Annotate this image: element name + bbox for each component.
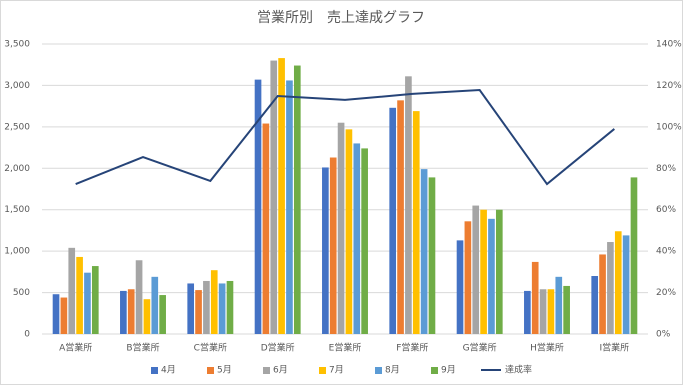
y2-tick-label: 60% [656, 205, 676, 215]
x-tick-label: F営業所 [396, 342, 428, 354]
y2-tick-label: 100% [656, 122, 682, 132]
x-tick-label: E営業所 [329, 342, 362, 354]
legend-swatch [151, 367, 158, 374]
bar [607, 242, 614, 334]
bar [531, 261, 539, 334]
bar [456, 240, 464, 334]
bar [480, 209, 487, 334]
legend-label: 8月 [385, 365, 400, 376]
y2-tick-label: 140% [656, 40, 682, 50]
bar [60, 297, 68, 334]
chart-title: 営業所別 売上達成グラフ [257, 10, 425, 26]
bar [420, 169, 428, 334]
bar [218, 283, 226, 334]
bar [187, 283, 195, 334]
bar [286, 80, 293, 334]
bar [151, 276, 159, 334]
bar [464, 221, 472, 334]
bar [524, 290, 531, 334]
y2-tick-label: 0% [656, 330, 671, 340]
legend-swatch [431, 367, 438, 374]
bar [622, 235, 630, 334]
x-tick-label: G営業所 [463, 342, 497, 354]
bar [135, 260, 143, 334]
line [75, 88, 615, 186]
bar [599, 254, 606, 334]
bar [614, 231, 622, 334]
bar [76, 256, 83, 334]
y-tick-label: 2,000 [4, 164, 30, 174]
legend-label: 9月 [441, 365, 456, 376]
y-tick-label: 1,500 [4, 205, 30, 215]
y2-tick-label: 80% [656, 164, 676, 174]
bar [329, 157, 337, 334]
y-tick-label: 1,000 [4, 247, 30, 257]
bar [322, 167, 329, 334]
y-tick-label: 0 [24, 330, 30, 340]
bar [226, 280, 234, 334]
bar [405, 76, 412, 335]
bar [91, 266, 99, 334]
x-tick-label: H営業所 [530, 342, 564, 354]
x-tick-label: I営業所 [600, 342, 630, 354]
bar [262, 123, 270, 335]
legend-swatch [207, 367, 214, 374]
bar [203, 280, 210, 334]
legend-label: 5月 [217, 365, 232, 376]
bar [428, 177, 436, 334]
legend-label: 4月 [161, 365, 176, 376]
bar [389, 107, 397, 334]
bar [488, 218, 495, 334]
y2-tick-label: 40% [656, 247, 676, 257]
bar [539, 289, 547, 334]
bar [120, 290, 127, 334]
bar [361, 148, 368, 334]
bar [68, 247, 76, 334]
legend-label: 達成率 [505, 364, 532, 376]
bar [52, 294, 60, 334]
bar [412, 111, 420, 334]
bar [630, 177, 638, 334]
bar [591, 276, 599, 334]
bar [555, 276, 563, 334]
legend-swatch [263, 367, 270, 374]
bar [84, 272, 91, 334]
y-tick-label: 3,500 [4, 40, 30, 50]
bar [472, 205, 480, 334]
bar [270, 60, 278, 334]
x-tick-label: D営業所 [261, 342, 295, 354]
legend-swatch [319, 367, 326, 374]
y-tick-label: 2,500 [4, 122, 30, 132]
y-tick-label: 3,000 [4, 81, 30, 91]
bar [337, 122, 345, 334]
x-tick-label: A営業所 [59, 342, 92, 354]
y2-tick-label: 20% [656, 288, 676, 298]
bar [278, 58, 285, 334]
bar [353, 143, 361, 334]
bar [495, 209, 503, 334]
legend-swatch [375, 367, 382, 374]
bar [143, 299, 151, 334]
bar [397, 100, 404, 334]
legend-label: 7月 [329, 365, 344, 376]
bar [547, 289, 555, 334]
legend-label: 6月 [273, 365, 288, 376]
bar [345, 129, 353, 334]
bar [127, 289, 135, 334]
x-tick-label: B営業所 [126, 342, 159, 354]
bar [159, 295, 166, 334]
bar [195, 290, 202, 334]
bar [210, 270, 218, 334]
y2-tick-label: 120% [656, 81, 682, 91]
x-tick-label: C営業所 [194, 342, 227, 354]
bar [293, 65, 301, 335]
bar [563, 285, 570, 334]
y-tick-label: 500 [13, 288, 30, 298]
bar [254, 79, 262, 334]
